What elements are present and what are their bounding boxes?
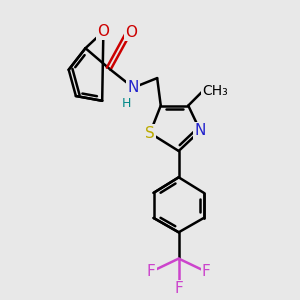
Text: S: S xyxy=(145,126,155,141)
Text: N: N xyxy=(128,80,139,95)
Text: H: H xyxy=(122,97,131,110)
Text: N: N xyxy=(194,123,206,138)
Text: F: F xyxy=(147,264,156,279)
Text: O: O xyxy=(125,25,137,40)
Text: F: F xyxy=(174,281,183,296)
Text: O: O xyxy=(98,24,110,39)
Text: F: F xyxy=(202,264,211,279)
Text: CH₃: CH₃ xyxy=(202,84,228,98)
